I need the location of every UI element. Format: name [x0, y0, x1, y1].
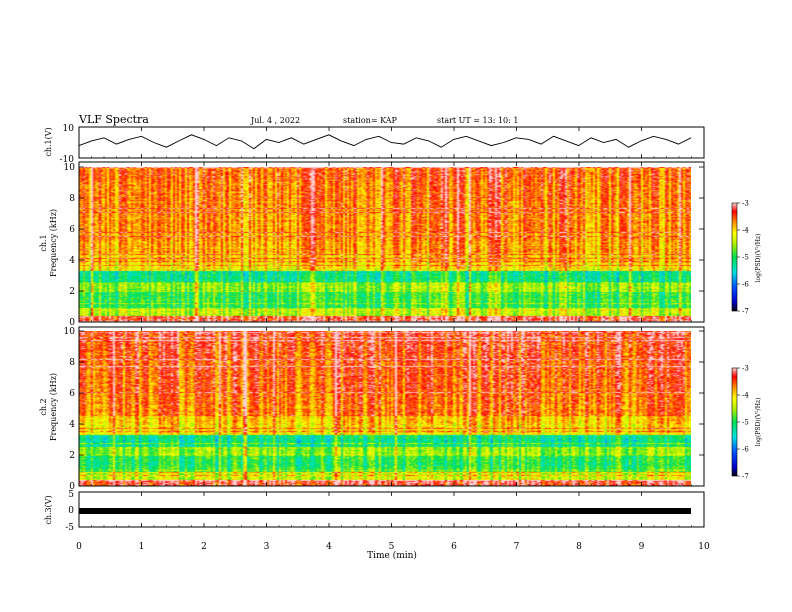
ch2-spec-label-frequency: Frequency (kHz)	[49, 373, 58, 441]
y-tick-label: 2	[69, 451, 75, 461]
ch1-colorbar-scale	[731, 202, 738, 312]
colorbar-tick-label: -7	[742, 308, 749, 316]
y-tick-label: 2	[69, 287, 75, 297]
ch1-spectrogram-image	[79, 167, 691, 322]
ch1-spectrogram-panel: 0 2 4 6 8 10 ch.1 Frequency (kHz)	[39, 161, 705, 328]
station-label: station= KAP	[343, 116, 398, 125]
ch1-frequency-ticks: 0 2 4 6 8 10	[64, 163, 704, 328]
ch1-spec-label-channel: ch.1	[39, 234, 48, 251]
figure-title: VLF Spectra	[78, 113, 149, 126]
colorbar-tick-label: -6	[742, 446, 749, 454]
time-axis-label: Time (min)	[367, 550, 417, 561]
colorbar-tick-label: -5	[742, 254, 749, 262]
ch2-colorbar-ticks: -3 -4 -5 -6 -7	[737, 365, 749, 481]
x-tick-label: 3	[264, 542, 270, 552]
ch1-spec-label-frequency: Frequency (kHz)	[49, 209, 58, 277]
y-tick-label: 4	[69, 256, 75, 266]
ch3-ylabel: ch.3(V)	[44, 495, 53, 524]
x-tick-label: 7	[514, 542, 520, 552]
y-tick-label: 10	[64, 163, 76, 173]
y-tick-label: 10	[64, 327, 76, 337]
x-tick-label: 5	[389, 542, 395, 552]
x-tick-label: 1	[139, 542, 145, 552]
ch1-colorbar-label: log(PSD)(V²/Hz)	[755, 234, 762, 283]
ch3-ytick-middle: 0	[68, 506, 74, 516]
ch2-colorbar: -3 -4 -5 -6 -7 log(PSD)(V²/Hz)	[731, 365, 762, 481]
x-tick-label: 6	[451, 542, 457, 552]
colorbar-tick-label: -7	[742, 473, 749, 481]
ch1-ytick-top: 10	[63, 124, 75, 134]
ch2-colorbar-label: log(PSD)(V²/Hz)	[755, 398, 762, 447]
x-tick-label: 2	[201, 542, 207, 552]
x-tick-label: 4	[326, 542, 332, 552]
ch1-waveform-panel: 10 -10 ch.1(V)	[44, 124, 705, 165]
colorbar-tick-label: -3	[742, 365, 749, 373]
ch3-ytick-bottom: -5	[65, 523, 74, 533]
ch2-spectrogram-panel: 0 2 4 6 8 10 ch.2 Frequency (kHz)	[39, 326, 705, 492]
ch2-spec-label-channel: ch.2	[39, 398, 48, 415]
time-axis: 0 1 2 3 4 5 6 7 8 9 10	[76, 127, 710, 552]
ch3-ytick-top: 5	[68, 490, 74, 500]
y-tick-label: 8	[69, 194, 75, 204]
ch1-colorbar-ticks: -3 -4 -5 -6 -7	[737, 200, 749, 316]
x-tick-label: 10	[698, 542, 710, 552]
ch2-frequency-ticks: 0 2 4 6 8 10	[64, 327, 704, 492]
ch1-colorbar: -3 -4 -5 -6 -7 log(PSD)(V²/Hz)	[731, 200, 762, 316]
y-tick-label: 8	[69, 358, 75, 368]
ch1-ytick-bottom: -10	[60, 155, 75, 165]
colorbar-tick-label: -3	[742, 200, 749, 208]
colorbar-tick-label: -5	[742, 419, 749, 427]
y-tick-label: 0	[69, 318, 75, 328]
ch3-waveform-trace	[79, 508, 691, 514]
x-tick-label: 8	[576, 542, 582, 552]
ch1-ylabel: ch.1(V)	[44, 127, 53, 156]
x-tick-label: 0	[76, 542, 82, 552]
y-tick-label: 6	[69, 225, 75, 235]
start-time-label: start UT = 13: 10: 1	[437, 116, 518, 125]
y-tick-label: 4	[69, 420, 75, 430]
colorbar-tick-label: -6	[742, 281, 749, 289]
colorbar-tick-label: -4	[742, 227, 749, 235]
y-tick-label: 0	[69, 482, 75, 492]
colorbar-tick-label: -4	[742, 392, 749, 400]
ch3-waveform-panel: 5 0 -5 ch.3(V)	[44, 490, 705, 533]
ch2-colorbar-scale	[731, 367, 738, 477]
ch1-waveform-line	[78, 134, 692, 150]
x-tick-label: 9	[639, 542, 645, 552]
date-label: Jul. 4 , 2022	[250, 116, 300, 125]
ch2-spectrogram-image	[79, 331, 691, 486]
y-tick-label: 6	[69, 389, 75, 399]
